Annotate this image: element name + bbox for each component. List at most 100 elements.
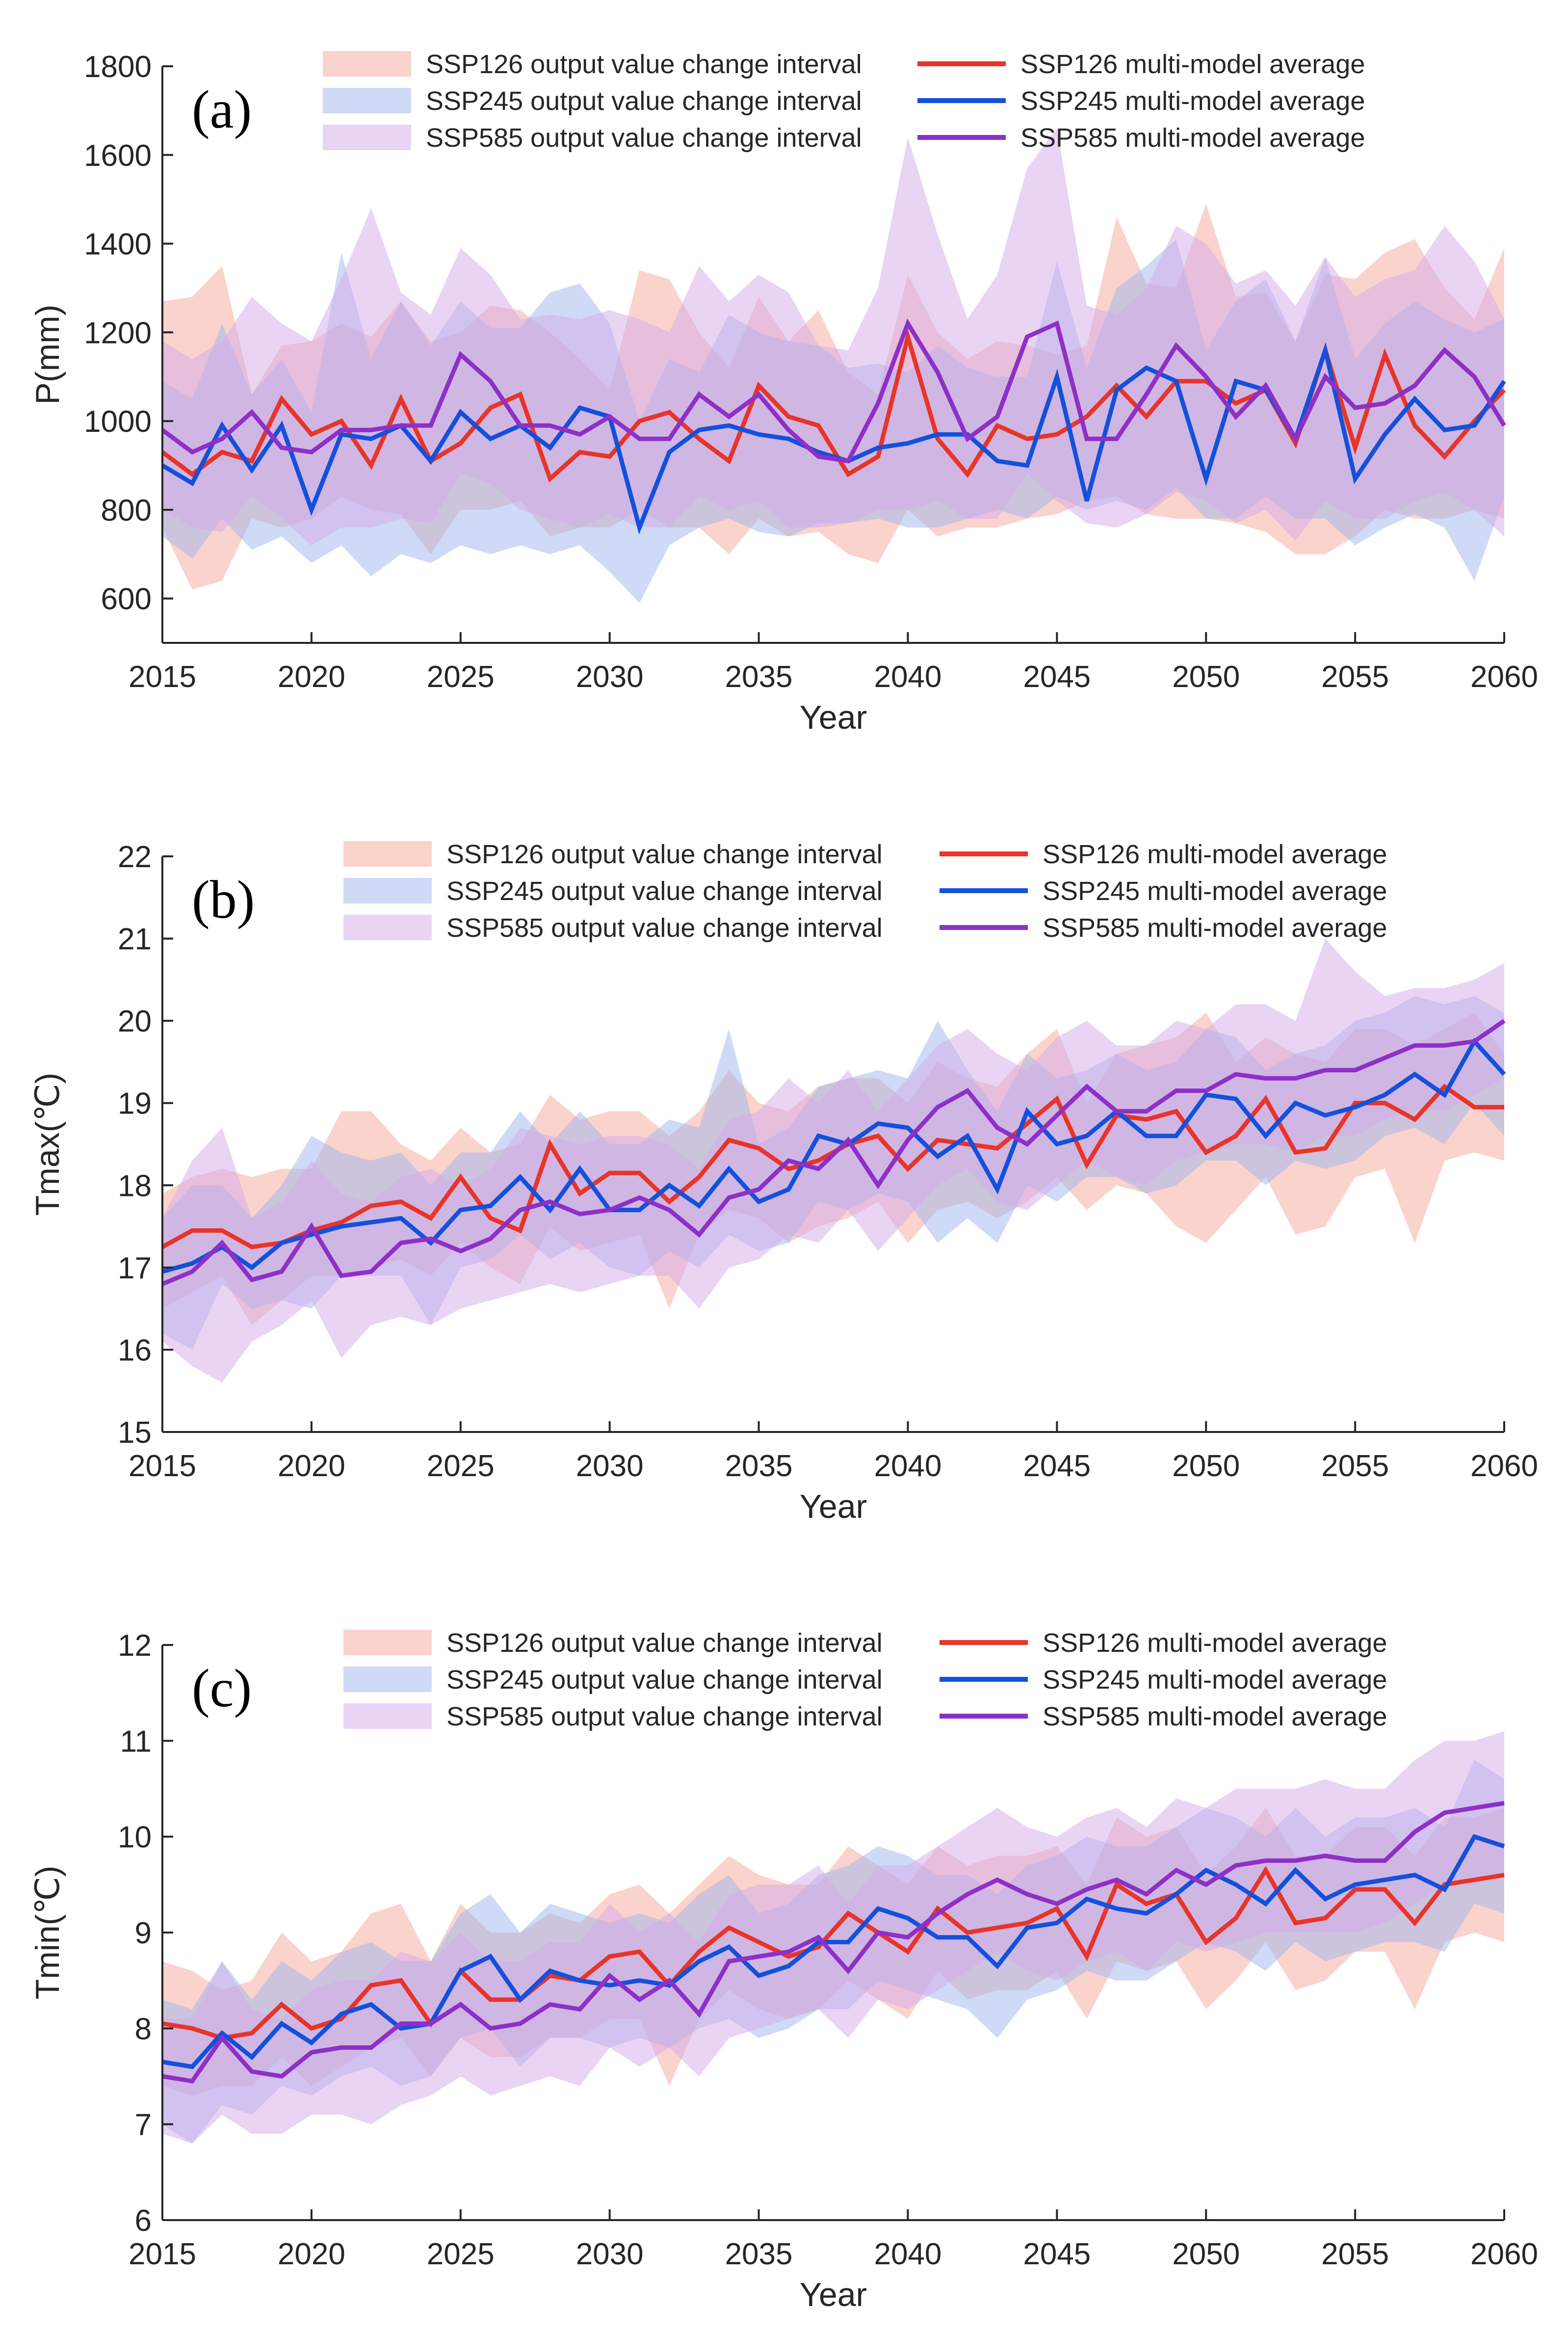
legend-label: SSP245 output value change interval xyxy=(446,1665,883,1695)
legend: SSP126 output value change interval SSP12… xyxy=(343,840,1387,943)
x-tick-label: 2020 xyxy=(278,2237,345,2271)
x-tick-label: 2040 xyxy=(874,2237,941,2271)
x-tick-label: 2015 xyxy=(129,2237,196,2271)
y-tick-label: 21 xyxy=(118,923,152,956)
x-tick-label: 2040 xyxy=(874,660,941,694)
y-tick-label: 12 xyxy=(118,1629,152,1663)
legend-swatch-band xyxy=(343,1703,432,1729)
x-tick-label: 2025 xyxy=(427,2237,495,2271)
x-tick-label: 2020 xyxy=(278,660,345,694)
series-line-ssp245 xyxy=(161,1037,1506,1274)
legend-swatch-band xyxy=(343,1667,432,1692)
x-tick-label: 2055 xyxy=(1321,660,1389,694)
x-tick-label: 2030 xyxy=(576,1449,644,1483)
panel-tmin: 2015 2020 2025 2030 2035 2040 2045 2050 2055 2060… xyxy=(29,1628,1538,2313)
x-tick-label: 2015 xyxy=(129,1449,196,1483)
legend-swatch-band xyxy=(323,88,411,113)
legend-label: SSP585 multi-model average xyxy=(1020,123,1365,153)
series-line-ssp245 xyxy=(162,1834,1505,2069)
x-tick-label: 2060 xyxy=(1470,2237,1538,2271)
y-tick-label: 1400 xyxy=(84,228,152,262)
legend-label: SSP126 output value change interval xyxy=(426,50,862,79)
legend-label: SSP126 multi-model average xyxy=(1043,840,1387,869)
x-tick-label: 2050 xyxy=(1172,2237,1240,2271)
series-line-ssp585 xyxy=(162,1801,1505,2084)
legend-label: SSP126 output value change interval xyxy=(446,1628,883,1658)
legend-label: SSP245 multi-model average xyxy=(1043,876,1387,906)
y-tick-label: 7 xyxy=(135,2108,152,2142)
legend-label: SSP585 output value change interval xyxy=(446,1702,883,1731)
y-tick-label: 1200 xyxy=(84,316,152,350)
y-axis-label: Tmax(℃) xyxy=(29,1073,66,1216)
legend-swatch-band xyxy=(323,51,411,77)
y-tick-label: 10 xyxy=(118,1821,152,1855)
legend-label: SSP126 multi-model average xyxy=(1020,50,1365,79)
x-tick-label: 2050 xyxy=(1172,1449,1240,1483)
band-ssp585 xyxy=(162,128,1504,546)
panel-precip: 2015 2020 2025 2030 2035 2040 2045 2050 2055 2060… xyxy=(29,50,1538,736)
x-tick-label: 2030 xyxy=(576,660,644,694)
legend: SSP126 output value change interval SSP12… xyxy=(343,1628,1387,1731)
x-tick-label: 2035 xyxy=(725,660,793,694)
legend-swatch-band xyxy=(343,1630,432,1655)
x-tick-label: 2035 xyxy=(725,2237,793,2271)
panel-label: (b) xyxy=(192,870,255,929)
x-tick-label: 2015 xyxy=(129,660,196,694)
x-tick-label: 2035 xyxy=(725,1449,793,1483)
y-tick-label: 1600 xyxy=(84,139,152,173)
y-tick-label: 19 xyxy=(118,1087,152,1121)
legend-label: SSP585 multi-model average xyxy=(1043,913,1387,943)
x-tick-label: 2050 xyxy=(1172,660,1240,694)
y-tick-label: 22 xyxy=(118,840,152,874)
legend: SSP126 output value change interval SSP12… xyxy=(323,50,1365,153)
series-line-ssp585 xyxy=(161,1019,1506,1286)
legend-label: SSP245 multi-model average xyxy=(1020,86,1365,116)
legend-label: SSP585 output value change interval xyxy=(426,123,862,153)
x-tick-label: 2040 xyxy=(874,1449,941,1483)
legend-label: SSP245 output value change interval xyxy=(426,86,862,116)
x-tick-label: 2060 xyxy=(1470,1449,1538,1483)
band-ssp585 xyxy=(162,1731,1504,2144)
y-tick-label: 1800 xyxy=(84,50,152,84)
panel-tmax: 2015 2020 2025 2030 2035 2040 2045 2050 2055 2060… xyxy=(29,840,1538,1525)
y-tick-label: 18 xyxy=(118,1169,152,1203)
legend-swatch-band xyxy=(343,915,432,940)
y-tick-label: 20 xyxy=(118,1005,152,1038)
y-tick-label: 800 xyxy=(101,494,152,528)
legend-label: SSP585 output value change interval xyxy=(446,913,883,943)
y-tick-label: 9 xyxy=(135,1916,152,1950)
x-tick-label: 2020 xyxy=(278,1449,345,1483)
y-axis-label: Tmin(℃) xyxy=(29,1866,66,2000)
panel-label: (a) xyxy=(192,80,252,139)
band-ssp585 xyxy=(162,938,1504,1383)
y-tick-label: 8 xyxy=(135,2012,152,2046)
y-tick-label: 16 xyxy=(118,1333,152,1367)
legend-label: SSP585 multi-model average xyxy=(1043,1702,1387,1731)
x-tick-label: 2060 xyxy=(1470,660,1538,694)
x-axis-label: Year xyxy=(800,1488,867,1525)
legend-label: SSP245 multi-model average xyxy=(1043,1665,1387,1695)
y-tick-label: 11 xyxy=(120,1724,152,1758)
legend-swatch-band xyxy=(343,841,432,867)
x-tick-label: 2055 xyxy=(1321,1449,1389,1483)
legend-swatch-band xyxy=(323,125,411,150)
x-tick-label: 2030 xyxy=(576,2237,644,2271)
x-axis-label: Year xyxy=(800,2276,867,2313)
y-tick-label: 17 xyxy=(118,1251,152,1285)
series-line-ssp585 xyxy=(161,318,1506,464)
x-tick-label: 2045 xyxy=(1023,2237,1091,2271)
legend-label: SSP126 output value change interval xyxy=(446,840,883,869)
y-axis-label: P(mm) xyxy=(29,305,66,405)
x-tick-label: 2025 xyxy=(427,660,495,694)
panel-label: (c) xyxy=(192,1658,252,1718)
x-tick-label: 2045 xyxy=(1023,660,1091,694)
y-tick-label: 6 xyxy=(135,2204,152,2238)
y-tick-label: 600 xyxy=(101,583,152,616)
x-tick-label: 2055 xyxy=(1321,2237,1389,2271)
x-axis-label: Year xyxy=(800,699,867,736)
legend-label: SSP245 output value change interval xyxy=(446,876,883,906)
series-line-ssp126 xyxy=(162,1866,1505,2040)
legend-label: SSP126 multi-model average xyxy=(1043,1628,1387,1658)
